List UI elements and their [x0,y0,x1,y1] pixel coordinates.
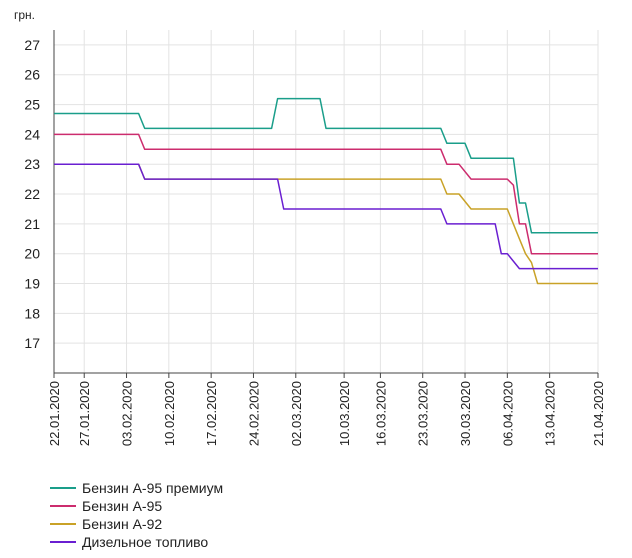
x-tick-label: 13.04.2020 [543,381,558,446]
y-tick-label: 17 [24,335,40,351]
x-tick-label: 23.03.2020 [416,381,431,446]
y-tick-label: 24 [24,126,40,142]
x-tick-label: 10.03.2020 [337,381,352,446]
y-tick-label: 22 [24,186,40,202]
axes: грн. 17 18 19 20 21 22 23 24 25 26 27 22.01.2020 27.… [14,8,606,446]
y-tick-label: 18 [24,305,40,321]
x-tick-label: 30.03.2020 [458,381,473,446]
legend-swatch [50,541,76,543]
x-tick-label: 03.02.2020 [120,381,135,446]
legend-swatch [50,505,76,507]
x-tick-label: 16.03.2020 [373,381,388,446]
y-tick-label: 20 [24,246,40,262]
legend-item: Дизельное топливо [50,533,223,551]
y-tick-label: 23 [24,156,40,172]
y-tick-label: 26 [24,67,40,83]
legend-label: Дизельное топливо [82,534,209,550]
x-tick-label: 10.02.2020 [162,381,177,446]
y-tick-label: 19 [24,276,40,292]
x-tick-label: 02.03.2020 [289,381,304,446]
legend-item: Бензин А-92 [50,515,223,533]
legend-item: Бензин А-95 премиум [50,479,223,497]
y-tick-label: 25 [24,97,40,113]
legend-item: Бензин А-95 [50,497,223,515]
legend-label: Бензин А-95 премиум [82,480,224,496]
line-chart: грн. 17 18 19 20 21 22 23 24 25 26 27 22.01.2020 27.… [14,8,606,446]
legend: Бензин А-95 премиум Бензин А-95 Бензин А-9… [50,479,223,551]
x-tick-label: 06.04.2020 [500,381,515,446]
x-tick-label: 17.02.2020 [204,381,219,446]
y-tick-label: 27 [24,37,40,53]
series-line-1 [54,97,598,234]
series-lines [54,97,598,285]
x-tick-label: 21.04.2020 [591,381,606,446]
legend-swatch [50,487,76,489]
x-tick-label: 22.01.2020 [47,381,62,446]
legend-label: Бензин А-95 [82,498,163,514]
x-tick-label: 27.01.2020 [77,381,92,446]
y-tick-label: 21 [24,216,40,232]
legend-label: Бензин А-92 [82,516,163,532]
x-tick-label: 24.02.2020 [246,381,261,446]
series-line-4 [54,163,598,270]
legend-swatch [50,523,76,525]
series-line-2 [54,133,598,255]
y-axis-title: грн. [14,8,35,22]
